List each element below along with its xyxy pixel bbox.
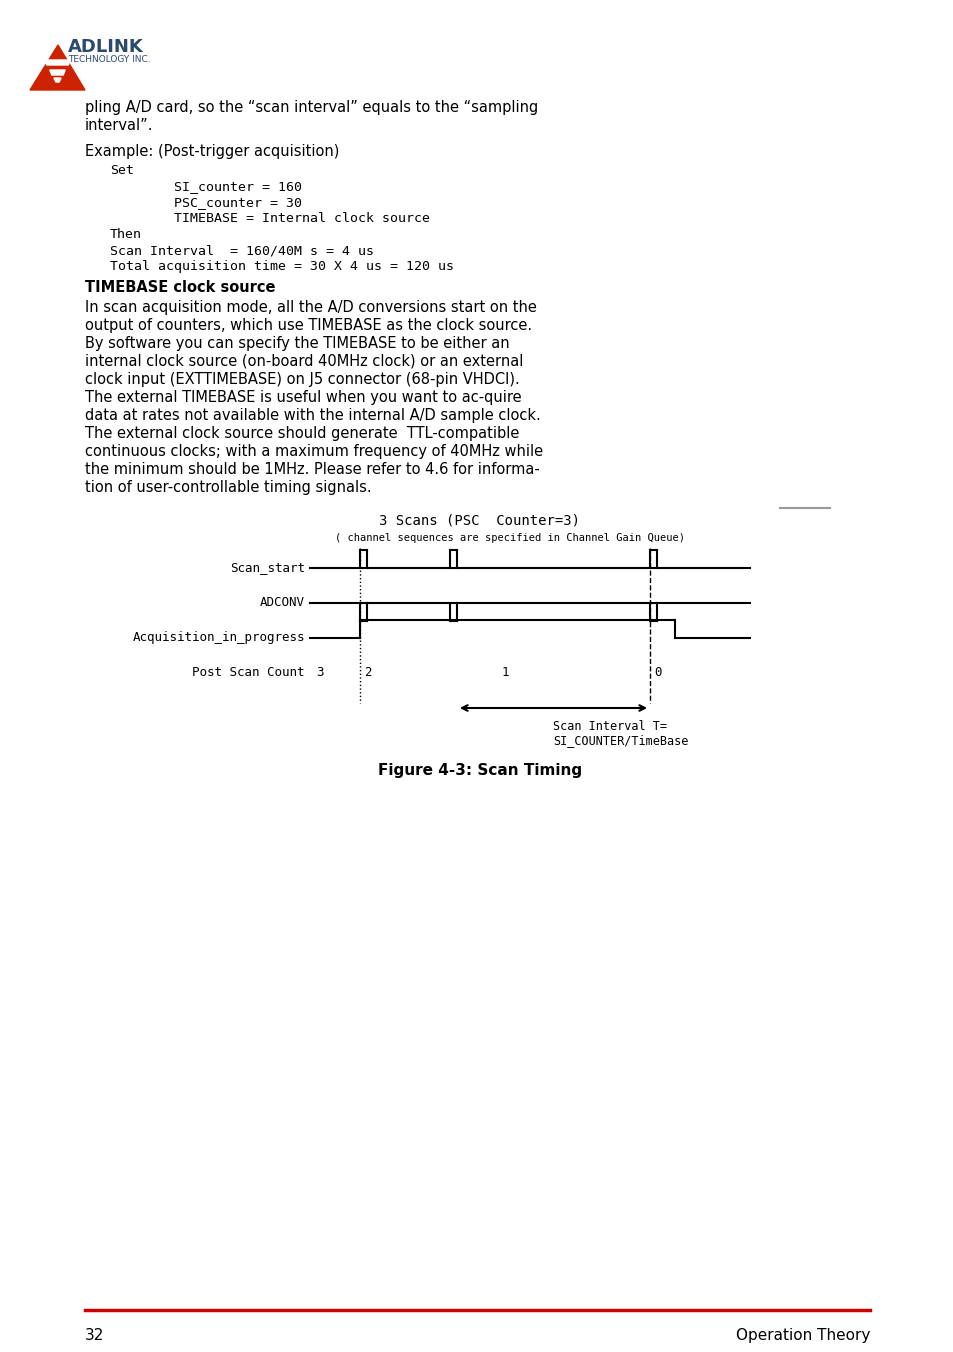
Text: Scan Interval  = 160/40M s = 4 us: Scan Interval = 160/40M s = 4 us <box>110 243 374 257</box>
Text: By software you can specify the TIMEBASE to be either an: By software you can specify the TIMEBASE… <box>85 337 509 352</box>
Text: ADCONV: ADCONV <box>260 596 305 610</box>
Text: interval”.: interval”. <box>85 118 153 132</box>
Text: 1: 1 <box>500 667 508 680</box>
Text: ( channel sequences are specified in Channel Gain Queue): ( channel sequences are specified in Cha… <box>335 533 684 544</box>
Polygon shape <box>50 70 65 74</box>
Text: data at rates not available with the internal A/D sample clock.: data at rates not available with the int… <box>85 408 540 423</box>
Text: Total acquisition time = 30 X 4 us = 120 us: Total acquisition time = 30 X 4 us = 120… <box>110 260 454 273</box>
Text: 32: 32 <box>85 1328 104 1343</box>
Text: SI_COUNTER/TimeBase: SI_COUNTER/TimeBase <box>553 734 688 748</box>
Text: TECHNOLOGY INC.: TECHNOLOGY INC. <box>68 55 151 64</box>
Text: In scan acquisition mode, all the A/D conversions start on the: In scan acquisition mode, all the A/D co… <box>85 300 537 315</box>
Text: TIMEBASE = Internal clock source: TIMEBASE = Internal clock source <box>110 212 430 224</box>
Text: Figure 4-3: Scan Timing: Figure 4-3: Scan Timing <box>377 763 581 777</box>
Polygon shape <box>45 59 71 65</box>
Text: PSC_counter = 30: PSC_counter = 30 <box>110 196 302 210</box>
Text: the minimum should be 1MHz. Please refer to 4.6 for informa-: the minimum should be 1MHz. Please refer… <box>85 462 539 477</box>
Text: SI_counter = 160: SI_counter = 160 <box>110 180 302 193</box>
Text: Set: Set <box>110 164 133 177</box>
Text: tion of user-controllable timing signals.: tion of user-controllable timing signals… <box>85 480 372 495</box>
Text: 3 Scans (PSC  Counter=3): 3 Scans (PSC Counter=3) <box>379 512 579 527</box>
Text: TIMEBASE clock source: TIMEBASE clock source <box>85 280 275 295</box>
Text: The external TIMEBASE is useful when you want to ac-quire: The external TIMEBASE is useful when you… <box>85 389 521 406</box>
Text: Example: (Post-trigger acquisition): Example: (Post-trigger acquisition) <box>85 145 339 160</box>
Text: Operation Theory: Operation Theory <box>735 1328 869 1343</box>
Polygon shape <box>53 78 61 82</box>
Text: output of counters, which use TIMEBASE as the clock source.: output of counters, which use TIMEBASE a… <box>85 318 532 333</box>
Text: Scan Interval T=: Scan Interval T= <box>553 721 667 733</box>
Text: ADLINK: ADLINK <box>68 38 144 55</box>
Text: Acquisition_in_progress: Acquisition_in_progress <box>132 631 305 645</box>
Text: 3: 3 <box>315 667 323 680</box>
Text: The external clock source should generate  TTL-compatible: The external clock source should generat… <box>85 426 518 441</box>
Polygon shape <box>30 45 85 91</box>
Text: clock input (EXTTIMEBASE) on J5 connector (68-pin VHDCI).: clock input (EXTTIMEBASE) on J5 connecto… <box>85 372 519 387</box>
Text: Scan_start: Scan_start <box>230 561 305 575</box>
Text: continuous clocks; with a maximum frequency of 40MHz while: continuous clocks; with a maximum freque… <box>85 443 542 458</box>
Text: Post Scan Count: Post Scan Count <box>193 667 305 680</box>
Text: internal clock source (on-board 40MHz clock) or an external: internal clock source (on-board 40MHz cl… <box>85 354 523 369</box>
Text: 0: 0 <box>654 667 661 680</box>
Text: 2: 2 <box>364 667 372 680</box>
Text: pling A/D card, so the “scan interval” equals to the “sampling: pling A/D card, so the “scan interval” e… <box>85 100 537 115</box>
Text: Then: Then <box>110 228 142 241</box>
